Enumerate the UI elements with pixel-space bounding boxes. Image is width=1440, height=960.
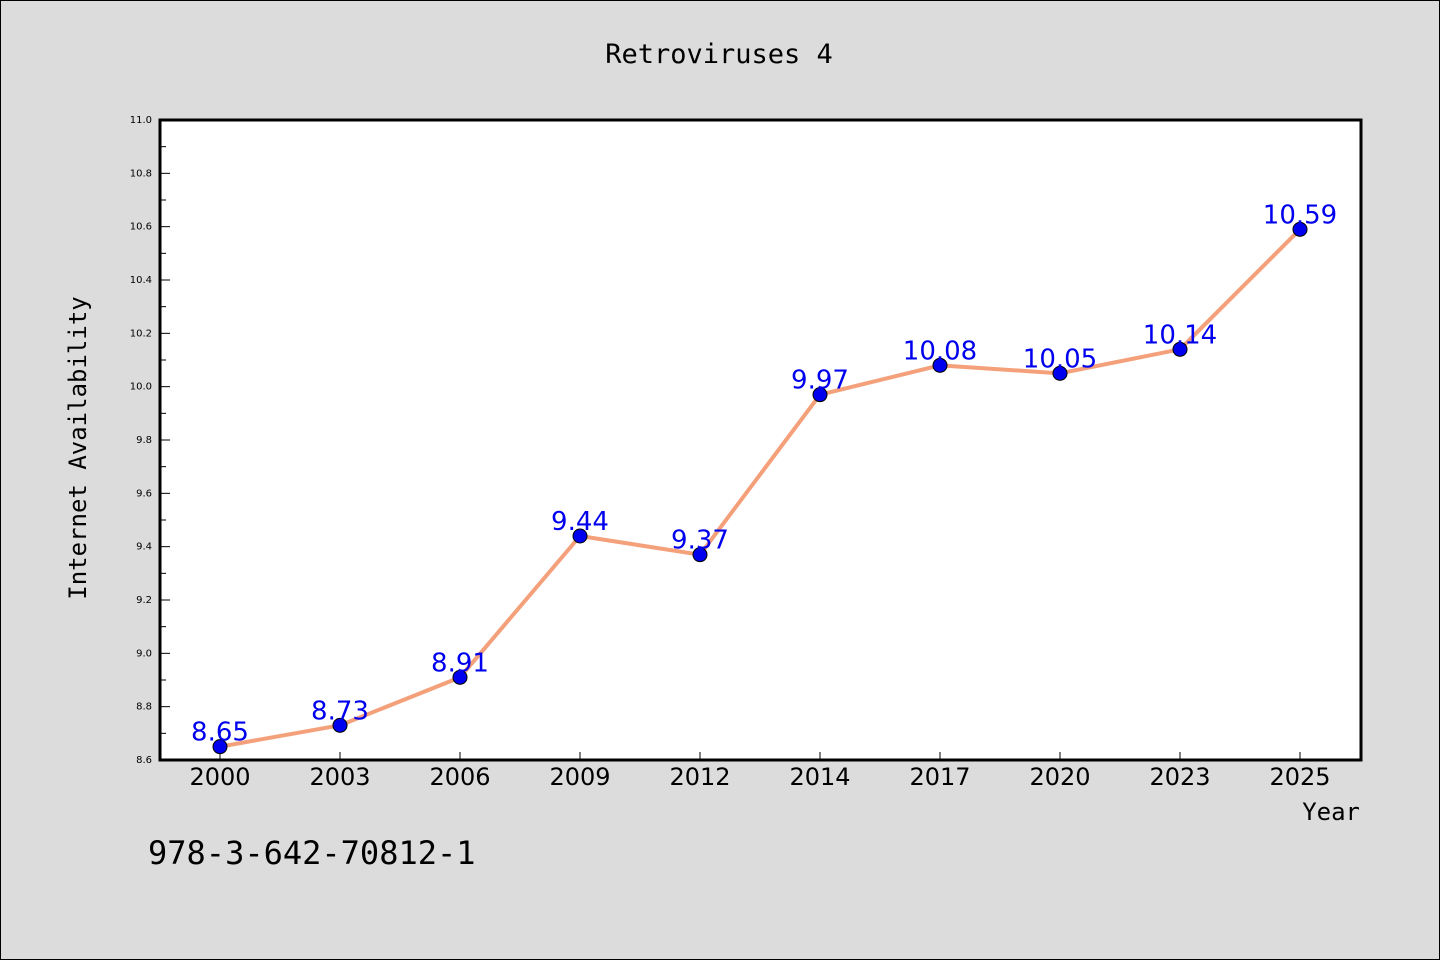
data-label: 10.59 xyxy=(1263,200,1337,230)
y-tick-label: 10.2 xyxy=(130,328,152,339)
data-label: 10.08 xyxy=(903,336,977,366)
chart-title: Retroviruses 4 xyxy=(605,39,833,70)
x-axis-label: Year xyxy=(1302,798,1360,826)
data-point xyxy=(1292,221,1308,237)
data-point xyxy=(812,387,828,403)
data-label: 8.91 xyxy=(431,648,489,678)
y-tick-label: 10.4 xyxy=(130,275,152,286)
data-point xyxy=(692,547,708,563)
y-tick-label: 9.8 xyxy=(136,435,152,446)
plot-area xyxy=(158,118,1363,762)
y-tick-label: 11.0 xyxy=(130,115,152,126)
data-label: 10.14 xyxy=(1143,320,1217,350)
data-point xyxy=(212,739,228,755)
data-label: 9.44 xyxy=(551,507,609,537)
y-tick-label: 10.8 xyxy=(130,168,152,179)
y-tick-label: 10.0 xyxy=(130,382,152,393)
data-label: 10.05 xyxy=(1023,344,1097,374)
x-tick-label: 2014 xyxy=(789,763,850,791)
y-axis-label: Internet Availability xyxy=(64,296,92,599)
data-label: 9.37 xyxy=(671,526,729,556)
data-label: 8.65 xyxy=(191,718,249,748)
y-tick-label: 9.2 xyxy=(136,595,152,606)
data-point xyxy=(1172,341,1188,357)
series-line xyxy=(219,227,1302,749)
x-tick-label: 2020 xyxy=(1029,763,1090,791)
x-tick-label: 2012 xyxy=(669,763,730,791)
data-point xyxy=(572,528,588,544)
data-point xyxy=(1052,365,1068,381)
x-tick-label: 2017 xyxy=(909,763,970,791)
data-point xyxy=(332,717,348,733)
isbn-footnote: 978-3-642-70812-1 xyxy=(148,834,476,872)
data-label: 9.97 xyxy=(791,366,849,396)
y-tick-label: 8.8 xyxy=(136,702,152,713)
x-tick-label: 2006 xyxy=(429,763,490,791)
y-tick-label: 10.6 xyxy=(130,222,152,233)
y-tick-label: 8.6 xyxy=(136,755,152,766)
x-tick-label: 2023 xyxy=(1149,763,1210,791)
data-label: 8.73 xyxy=(311,696,369,726)
x-tick-label: 2025 xyxy=(1269,763,1330,791)
data-point xyxy=(452,669,468,685)
y-tick-label: 9.4 xyxy=(136,542,152,553)
x-tick-label: 2003 xyxy=(309,763,370,791)
x-tick-label: 2000 xyxy=(189,763,250,791)
y-axis: 8.6 8.8 9.0 9.2 9.4 9.6 9.8 10.0 10.2 10.4 10.6 10.… xyxy=(130,115,170,766)
y-tick-label: 9.0 xyxy=(136,648,152,659)
data-point xyxy=(932,357,948,373)
x-axis: 2000 2003 2006 2009 2012 2014 2017 2020 2023 2025 xyxy=(189,752,1331,791)
y-tick-label: 9.6 xyxy=(136,488,152,499)
series-layer: 8.65 8.73 8.91 9.44 9.37 9.97 10.08 10.05 10.14 1… xyxy=(191,200,1337,755)
x-tick-label: 2009 xyxy=(549,763,610,791)
